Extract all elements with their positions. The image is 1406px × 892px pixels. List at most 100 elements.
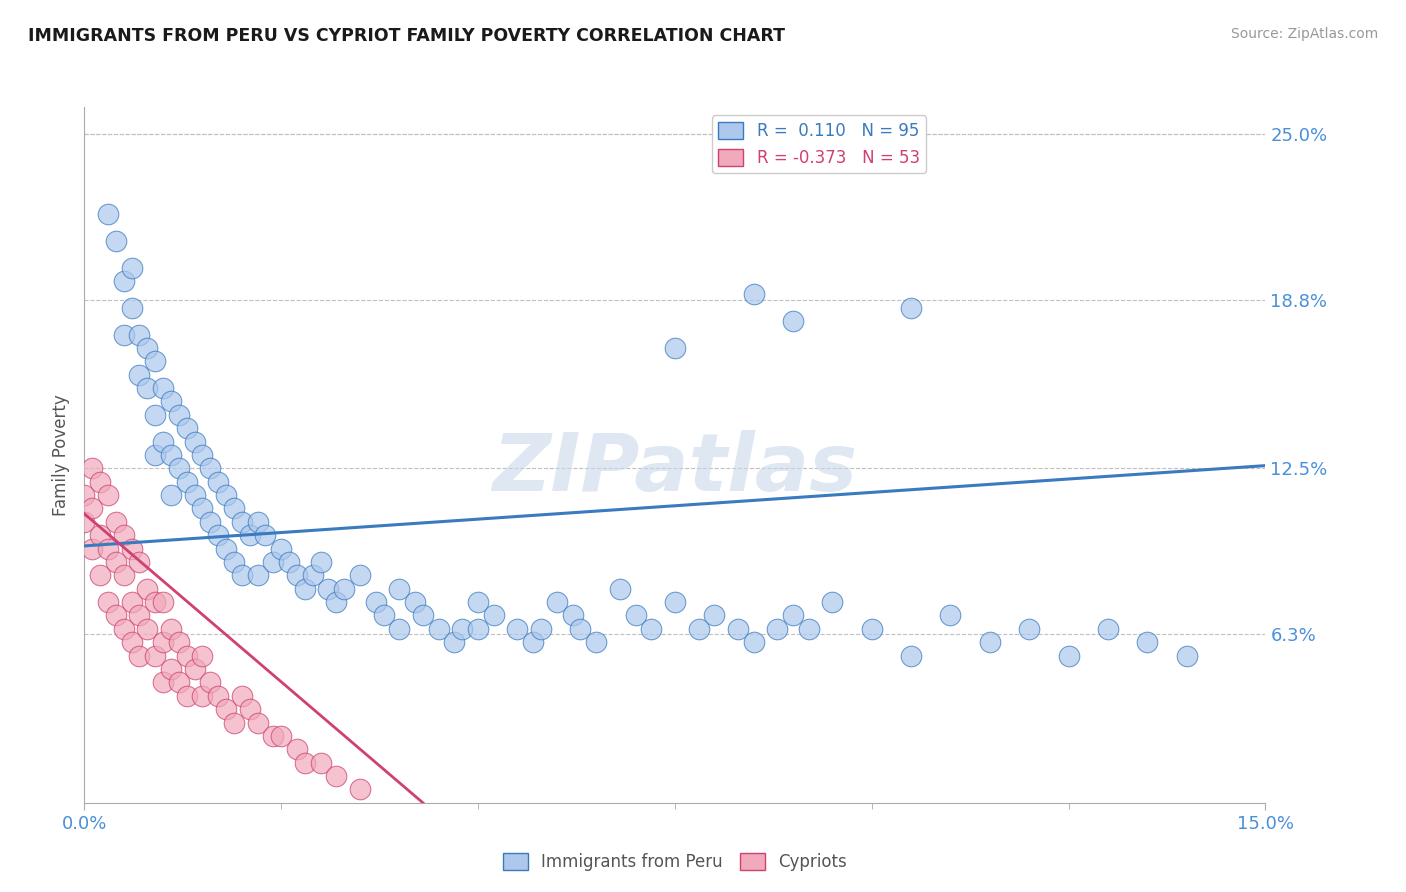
Point xyxy=(318,582,340,596)
Point xyxy=(1136,635,1159,649)
Point xyxy=(262,729,284,743)
Point xyxy=(136,341,159,355)
Point xyxy=(167,675,190,690)
Point xyxy=(239,702,262,716)
Point xyxy=(703,608,725,623)
Point xyxy=(152,675,174,690)
Point xyxy=(191,689,214,703)
Point xyxy=(262,555,284,569)
Point xyxy=(136,381,159,395)
Point xyxy=(569,622,592,636)
Point xyxy=(207,689,229,703)
Point xyxy=(167,635,190,649)
Point xyxy=(782,608,804,623)
Text: ZIPatlas: ZIPatlas xyxy=(492,430,858,508)
Point xyxy=(136,582,159,596)
Point xyxy=(640,622,662,636)
Point xyxy=(624,608,647,623)
Point xyxy=(152,434,174,449)
Point xyxy=(176,421,198,435)
Point xyxy=(104,555,127,569)
Point xyxy=(160,394,183,409)
Point xyxy=(112,568,135,582)
Point xyxy=(121,595,143,609)
Point xyxy=(121,260,143,275)
Point xyxy=(546,595,568,609)
Point xyxy=(1097,622,1119,636)
Point xyxy=(246,568,269,582)
Point xyxy=(160,662,183,676)
Point xyxy=(585,635,607,649)
Point xyxy=(900,648,922,663)
Point xyxy=(522,635,544,649)
Point xyxy=(176,689,198,703)
Point xyxy=(664,341,686,355)
Point xyxy=(215,488,238,502)
Point xyxy=(364,595,387,609)
Point xyxy=(104,234,127,248)
Point xyxy=(152,635,174,649)
Point xyxy=(183,662,205,676)
Point xyxy=(200,515,222,529)
Point xyxy=(222,715,245,730)
Point xyxy=(246,715,269,730)
Point xyxy=(349,568,371,582)
Point xyxy=(89,568,111,582)
Point xyxy=(128,555,150,569)
Point xyxy=(89,475,111,489)
Point xyxy=(467,595,489,609)
Point xyxy=(82,501,104,516)
Point xyxy=(104,608,127,623)
Point xyxy=(231,568,253,582)
Point xyxy=(294,582,316,596)
Y-axis label: Family Poverty: Family Poverty xyxy=(52,394,70,516)
Point xyxy=(73,515,96,529)
Point xyxy=(797,622,820,636)
Point xyxy=(215,541,238,556)
Point xyxy=(506,622,529,636)
Point xyxy=(285,742,308,756)
Point xyxy=(112,528,135,542)
Point xyxy=(112,622,135,636)
Point xyxy=(143,648,166,663)
Point xyxy=(143,408,166,422)
Point xyxy=(191,501,214,516)
Point xyxy=(121,541,143,556)
Point xyxy=(246,515,269,529)
Point xyxy=(222,555,245,569)
Point xyxy=(160,448,183,462)
Point xyxy=(167,408,190,422)
Legend: Immigrants from Peru, Cypriots: Immigrants from Peru, Cypriots xyxy=(496,847,853,878)
Point xyxy=(207,528,229,542)
Point xyxy=(176,648,198,663)
Point xyxy=(104,515,127,529)
Point xyxy=(294,756,316,770)
Point xyxy=(183,434,205,449)
Point xyxy=(333,582,356,596)
Point xyxy=(688,622,710,636)
Point xyxy=(939,608,962,623)
Point xyxy=(742,635,765,649)
Point xyxy=(152,381,174,395)
Point xyxy=(143,354,166,368)
Point xyxy=(143,448,166,462)
Point xyxy=(1175,648,1198,663)
Point xyxy=(97,541,120,556)
Point xyxy=(530,622,553,636)
Point xyxy=(900,301,922,315)
Point xyxy=(160,488,183,502)
Point xyxy=(231,689,253,703)
Point xyxy=(482,608,505,623)
Point xyxy=(1057,648,1080,663)
Point xyxy=(200,675,222,690)
Point xyxy=(128,648,150,663)
Point xyxy=(285,568,308,582)
Point xyxy=(664,595,686,609)
Point xyxy=(160,622,183,636)
Point xyxy=(97,488,120,502)
Point xyxy=(821,595,844,609)
Point xyxy=(89,528,111,542)
Point xyxy=(404,595,426,609)
Point xyxy=(97,595,120,609)
Point xyxy=(128,368,150,382)
